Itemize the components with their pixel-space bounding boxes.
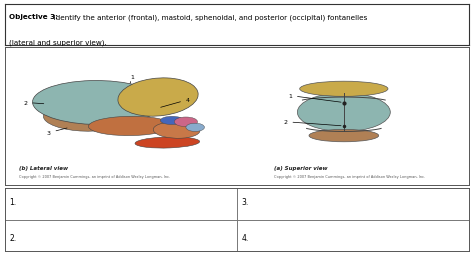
Ellipse shape bbox=[160, 117, 183, 125]
Ellipse shape bbox=[89, 117, 172, 136]
Ellipse shape bbox=[309, 130, 379, 142]
Ellipse shape bbox=[118, 78, 198, 117]
Text: 2: 2 bbox=[23, 101, 44, 105]
Ellipse shape bbox=[43, 105, 124, 132]
Text: (a) Superior view: (a) Superior view bbox=[274, 165, 328, 170]
Ellipse shape bbox=[300, 82, 388, 97]
Ellipse shape bbox=[135, 137, 200, 149]
Ellipse shape bbox=[174, 118, 198, 127]
Text: 2.: 2. bbox=[9, 233, 17, 242]
Ellipse shape bbox=[297, 93, 390, 132]
Text: 4: 4 bbox=[161, 98, 190, 108]
Text: 1: 1 bbox=[288, 94, 341, 103]
Text: 4.: 4. bbox=[242, 233, 249, 242]
Text: (b) Lateral view: (b) Lateral view bbox=[18, 165, 68, 170]
Text: 2: 2 bbox=[283, 120, 341, 126]
Text: 3.: 3. bbox=[242, 197, 249, 207]
Text: Objective 3:: Objective 3: bbox=[9, 14, 58, 20]
Text: 3: 3 bbox=[46, 129, 67, 136]
Text: (lateral and superior view).: (lateral and superior view). bbox=[9, 40, 107, 46]
Text: 1.: 1. bbox=[9, 197, 17, 207]
Text: 1: 1 bbox=[130, 74, 134, 84]
Text: Identify the anterior (frontal), mastoid, sphenoidal, and posterior (occipital) : Identify the anterior (frontal), mastoid… bbox=[49, 14, 367, 21]
Text: Copyright © 2007 Benjamin Cummings, an imprint of Addison Wesley Longman, Inc.: Copyright © 2007 Benjamin Cummings, an i… bbox=[274, 174, 425, 178]
Ellipse shape bbox=[153, 122, 200, 139]
Ellipse shape bbox=[33, 81, 163, 125]
Ellipse shape bbox=[186, 124, 204, 132]
Text: Copyright © 2007 Benjamin Cummings, an imprint of Addison Wesley Longman, Inc.: Copyright © 2007 Benjamin Cummings, an i… bbox=[18, 174, 170, 178]
